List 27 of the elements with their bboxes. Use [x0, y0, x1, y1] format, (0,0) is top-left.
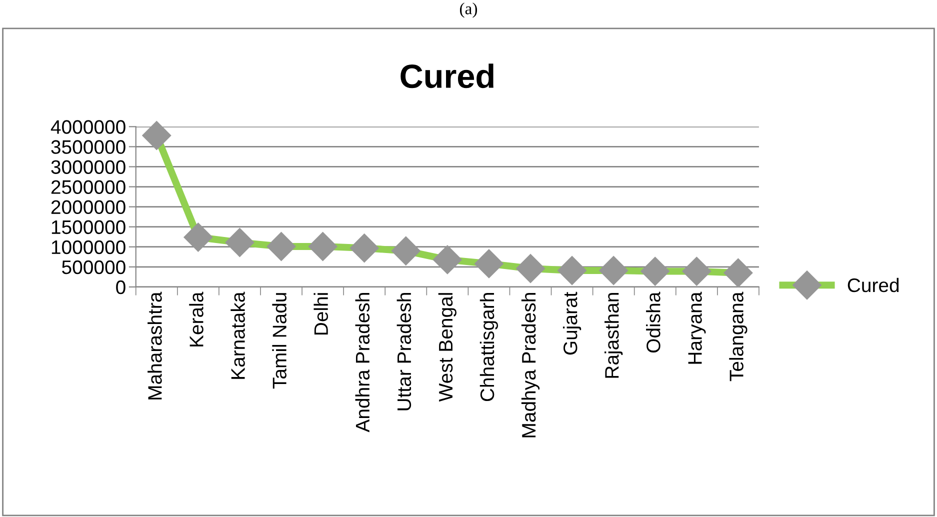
x-tick-label: Andhra Pradesh	[355, 293, 370, 432]
x-tick-label: Haryana	[688, 292, 706, 364]
x-tick-label: Karnataka	[230, 292, 245, 379]
x-tick-label: Uttar Pradesh	[396, 293, 412, 410]
x-tick-label: Odisha	[646, 292, 660, 352]
x-tick-label: Maharashtra	[148, 292, 162, 400]
y-tick-label: 1500000	[52, 220, 126, 234]
x-tick-label: Rajasthan	[604, 293, 623, 378]
y-tick-label: 2500000	[51, 180, 126, 194]
x-tick-label: Kerala	[189, 292, 204, 346]
y-tick-label: 3000000	[51, 160, 126, 174]
y-tick-label: 3500000	[51, 140, 126, 154]
chart-title: Cured	[400, 64, 494, 88]
x-tick-label: Tamil Nadu	[272, 293, 286, 389]
text: (a)	[460, 2, 478, 18]
x-tick-label: Chhattisgarh	[480, 293, 498, 402]
x-tick-label: Telangana	[729, 292, 748, 382]
y-tick-label: 0	[116, 280, 126, 294]
x-tick-label: Madhya Pradesh	[521, 293, 540, 438]
x-tick-label: Delhi	[314, 293, 328, 335]
legend-label: Cured	[848, 278, 899, 292]
x-tick-label: Gujarat	[562, 292, 582, 355]
x-tick-label: West Bengal	[438, 293, 456, 402]
y-tick-label: 2000000	[51, 200, 126, 214]
y-tick-label: 1000000	[52, 240, 126, 254]
y-tick-label: 4000000	[50, 120, 126, 134]
y-tick-label: 500000	[62, 260, 126, 274]
